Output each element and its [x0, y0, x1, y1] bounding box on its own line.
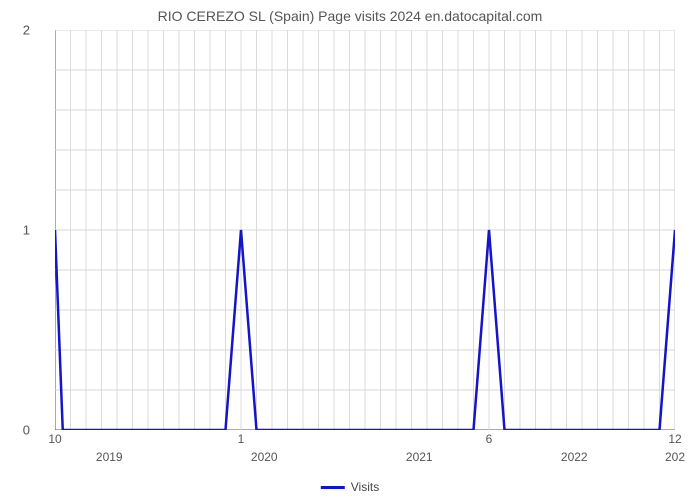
chart-svg [55, 30, 675, 430]
legend: Visits [321, 480, 379, 494]
chart-title: RIO CEREZO SL (Spain) Page visits 2024 e… [0, 0, 700, 24]
x-year-label: 2020 [251, 450, 278, 464]
x-year-label: 2022 [561, 450, 588, 464]
y-tick-label: 1 [0, 223, 30, 238]
x-secondary-label: 10 [48, 432, 61, 446]
x-secondary-label: 6 [486, 432, 493, 446]
chart-area [55, 30, 675, 430]
y-tick-label: 2 [0, 23, 30, 38]
y-tick-label: 0 [0, 423, 30, 438]
x-secondary-label: 12 [668, 432, 681, 446]
x-year-label: 2021 [406, 450, 433, 464]
x-secondary-label: 1 [238, 432, 245, 446]
legend-swatch [321, 486, 345, 489]
x-year-label: 2019 [96, 450, 123, 464]
x-year-label: 202 [665, 450, 685, 464]
legend-label: Visits [351, 480, 379, 494]
